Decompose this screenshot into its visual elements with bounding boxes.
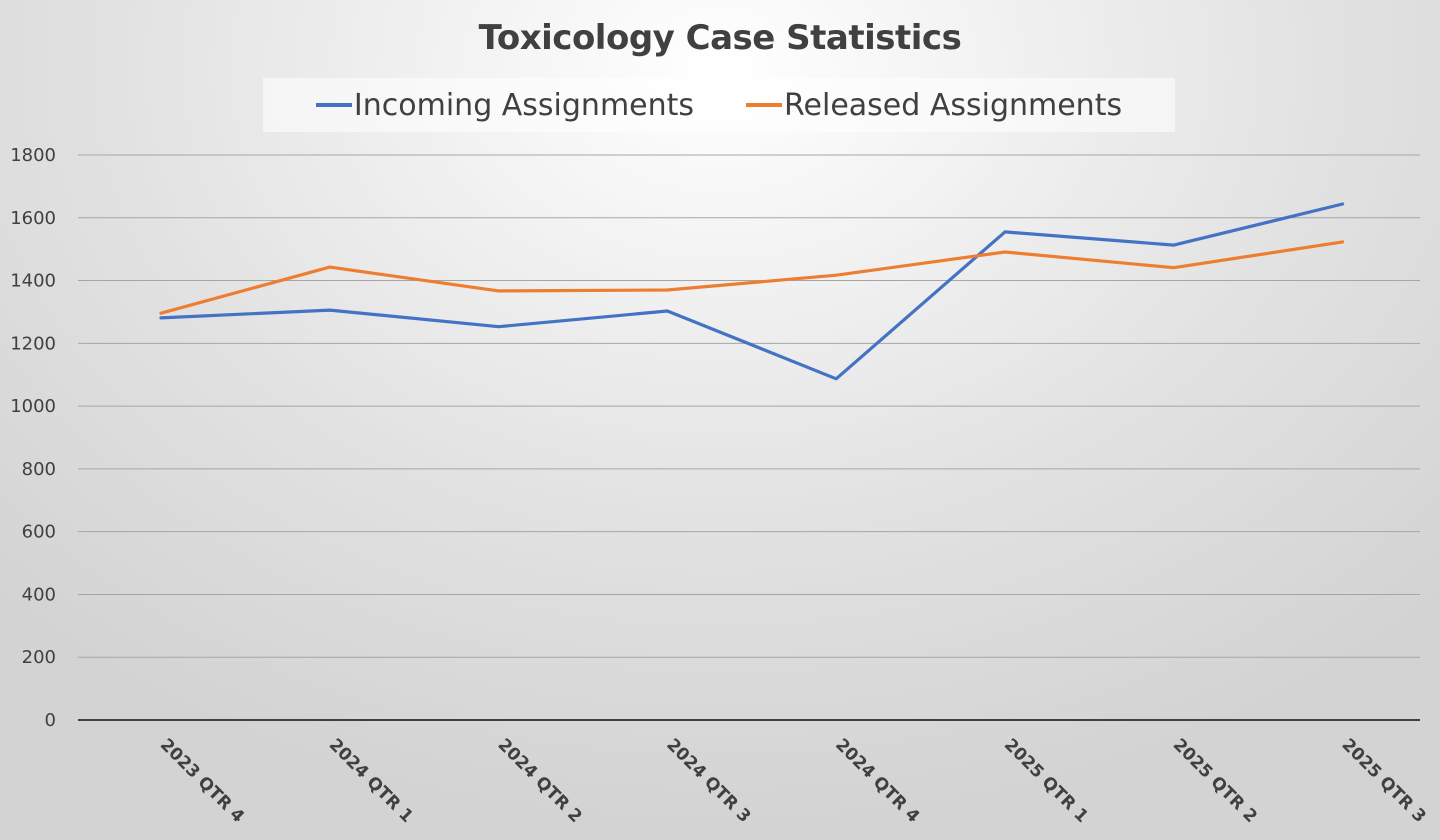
x-axis-ticks: 2023 QTR 4 2024 QTR 1 2024 QTR 2 2024 QTR 3…: [156, 735, 1430, 827]
x-tick-label: 2024 QTR 2: [494, 735, 586, 827]
legend-label-incoming: Incoming Assignments: [353, 87, 695, 123]
y-tick-label: 1400: [10, 271, 56, 292]
y-axis-ticks: 0 200 400 600 800 1000 1200 1400 1600 1800: [10, 145, 56, 731]
x-tick-label: 2025 QTR 3: [1338, 735, 1430, 827]
x-tick-label: 2024 QTR 3: [662, 735, 754, 827]
y-tick-label: 1600: [10, 208, 56, 229]
y-tick-label: 1200: [10, 333, 56, 354]
series-line-released: [159, 240, 1345, 315]
legend-item-incoming: Incoming Assignments: [315, 87, 695, 123]
gridlines: [78, 154, 1420, 721]
chart-title: Toxicology Case Statistics: [478, 18, 962, 58]
x-tick-label: 2025 QTR 1: [1000, 735, 1092, 827]
series-lines: [159, 202, 1345, 381]
legend: Incoming Assignments Released Assignment…: [263, 78, 1175, 132]
legend-item-released: Released Assignments: [746, 88, 1122, 123]
y-tick-label: 600: [22, 522, 56, 543]
y-tick-label: 1000: [10, 396, 56, 417]
x-tick-label: 2024 QTR 4: [831, 735, 923, 827]
x-tick-label: 2023 QTR 4: [156, 735, 248, 827]
x-tick-label: 2024 QTR 1: [325, 735, 417, 827]
y-tick-label: 0: [45, 710, 56, 731]
series-line-incoming: [159, 202, 1345, 381]
y-tick-label: 1800: [10, 145, 56, 166]
legend-swatch-released: [746, 103, 783, 107]
y-tick-label: 800: [22, 459, 56, 480]
legend-swatch-incoming: [315, 103, 352, 107]
legend-label-released: Released Assignments: [784, 87, 1123, 123]
y-tick-label: 200: [22, 647, 56, 668]
x-tick-label: 2025 QTR 2: [1169, 735, 1261, 827]
y-tick-label: 400: [22, 584, 56, 605]
